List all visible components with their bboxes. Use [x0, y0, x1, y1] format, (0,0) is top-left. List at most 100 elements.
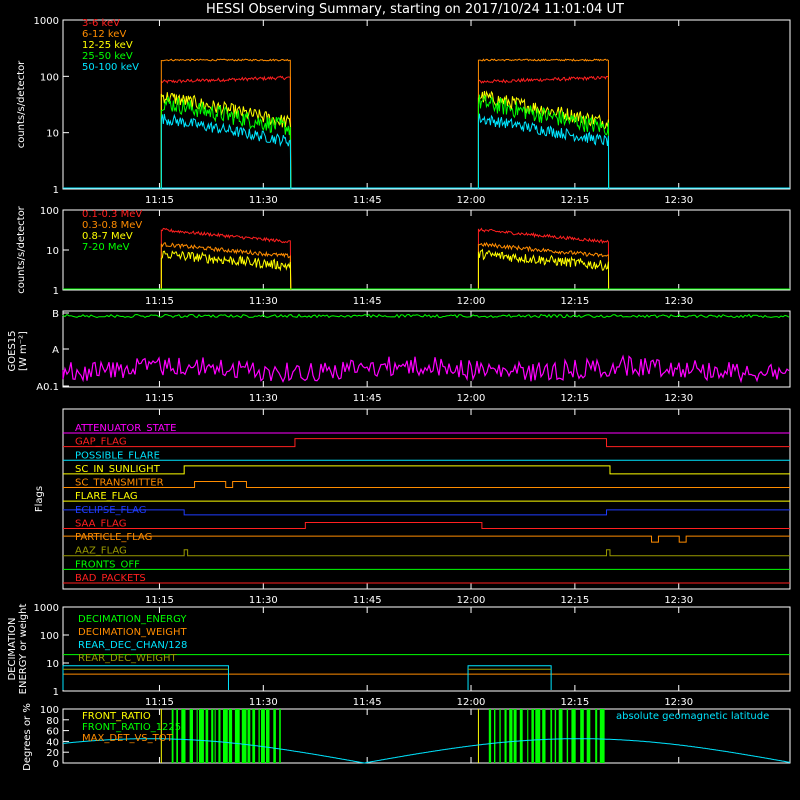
panel-counts-high-x-tick-label: 11:30 — [249, 195, 278, 206]
front-ratio-bar — [228, 709, 233, 763]
front-ratio-bar — [234, 709, 240, 763]
panel-counts-high-x-tick-label: 12:30 — [664, 195, 693, 206]
front-ratio-bar — [558, 709, 563, 763]
front-ratio-bar — [494, 709, 496, 763]
panel-counts-low-y-tick-label: 10 — [46, 246, 59, 257]
panel-counts-low-legend-3: 7-20 MeV — [82, 242, 130, 253]
panel-counts-high-y-tick-label: 100 — [40, 72, 59, 83]
panel-flags-label-2: POSSIBLE_FLARE — [75, 450, 160, 461]
panel-decimation-x-tick-label: 11:15 — [145, 697, 174, 708]
panel-flags-label-5: FLARE_FLAG — [75, 491, 138, 502]
panel-decimation-frame — [62, 606, 791, 692]
front-ratio-bar — [211, 709, 214, 763]
panel-goes-y-tick-label: B — [52, 309, 59, 320]
panel-flags-x-tick-label: 12:00 — [457, 595, 486, 606]
panel-flags-label-8: PARTICLE_FLAG — [75, 532, 152, 543]
panel-flags-frame — [62, 408, 791, 590]
series-line-rear-dec-chan — [62, 665, 552, 690]
front-ratio-bar — [527, 709, 529, 763]
panel-decimation-legend-3: REAR_DEC_WEIGHT — [78, 653, 177, 664]
chart-title: HESSI Observing Summary, starting on 201… — [206, 2, 624, 17]
panel-flags-label-9: AAZ_FLAG — [75, 546, 127, 557]
front-ratio-bar — [279, 709, 281, 763]
front-ratio-bar — [176, 709, 178, 763]
panel-decimation-x-tick-label: 12:30 — [664, 697, 693, 708]
panel-counts-low-x-tick-label: 12:30 — [664, 296, 693, 307]
panel-goes-x-tick-label: 12:00 — [457, 393, 486, 404]
panel-goes-x-tick-label: 12:15 — [560, 393, 589, 404]
panel-decimation-y-tick-label: 10 — [46, 659, 59, 670]
panel-counts-high-y-tick-label: 10 — [46, 129, 59, 140]
panel-counts-high-legend-3: 25-50 keV — [82, 51, 133, 62]
panel-counts-high-legend-0: 3-6 keV — [82, 18, 120, 29]
front-ratio-bar — [535, 709, 541, 763]
panel-goes-x-tick-label: 11:15 — [145, 393, 174, 404]
panel-geo-legend-0: FRONT_RATIO — [82, 711, 151, 722]
front-ratio-bar — [247, 709, 251, 763]
panel-decimation-x-tick-label: 11:45 — [353, 697, 382, 708]
panel-decimation-x-tick-label: 12:00 — [457, 697, 486, 708]
front-ratio-bar — [181, 709, 186, 763]
series-line-25-50-kev — [160, 94, 610, 190]
front-ratio-bar — [586, 709, 591, 763]
panel-geo-y-tick-label: 20 — [46, 748, 59, 759]
series-line-50-100-kev — [160, 113, 610, 190]
panel-counts-low-x-tick-label: 11:15 — [145, 296, 174, 307]
series-line-geomagnetic-latitude — [62, 738, 791, 764]
panel-decimation-x-tick-label: 12:15 — [560, 697, 589, 708]
panel-counts-low-x-tick-label: 11:30 — [249, 296, 278, 307]
series-line-gap-flag — [63, 438, 790, 448]
front-ratio-bar — [199, 709, 204, 763]
front-ratio-bar — [519, 709, 523, 763]
panel-geo-frame — [62, 708, 791, 764]
panel-flags-label-6: ECLIPSE_FLAG — [75, 505, 146, 516]
panel-geo-y-tick-label: 60 — [46, 727, 59, 738]
panel-decimation-y-tick-label: 1 — [53, 687, 59, 698]
panel-decimation-legend-1: DECIMATION_WEIGHT — [78, 627, 187, 638]
panel-decimation-legend-2: REAR_DEC_CHAN/128 — [78, 640, 187, 651]
panel-goes-x-tick-label: 12:30 — [664, 393, 693, 404]
panel-counts-high-ylabel: counts/s/detector — [16, 60, 27, 148]
panel-geo-ylabel: Degrees or % — [22, 703, 33, 771]
panel-flags-x-tick-label: 12:30 — [664, 595, 693, 606]
panel-counts-high-x-tick-label: 11:45 — [353, 195, 382, 206]
front-ratio-bar — [189, 709, 193, 763]
series-line-0-1-0-3-mev — [160, 227, 610, 291]
panel-geo-legend-1: FRONT_RATIO_1225 — [82, 722, 181, 733]
front-ratio-bar — [599, 709, 605, 763]
front-ratio-bars — [171, 709, 605, 763]
series-line-sc-in-sunlight — [63, 465, 790, 475]
panel-counts-low-legend-0: 0.1-0.3 MeV — [82, 209, 142, 220]
panel-goes-yunits: [W m⁻²] — [18, 331, 29, 371]
panel-decimation-ylabel2: ENERGY or weight — [18, 604, 29, 695]
front-ratio-bar — [504, 709, 507, 763]
panel-counts-low-ylabel: counts/s/detector — [16, 205, 27, 293]
front-ratio-bar — [214, 709, 216, 763]
series-line-12-25-kev — [160, 90, 610, 190]
front-ratio-bar — [171, 709, 174, 763]
panel-flags-x-tick-label: 11:15 — [145, 595, 174, 606]
front-ratio-bar — [509, 709, 513, 763]
panel-counts-low-y-tick-label: 1 — [53, 286, 59, 297]
series-line-3-6-kev — [160, 75, 610, 190]
front-ratio-bar — [488, 709, 492, 763]
panel-counts-low-y-tick-label: 100 — [40, 206, 59, 217]
panel-decimation-x-tick-label: 11:30 — [249, 697, 278, 708]
front-ratio-bar — [571, 709, 576, 763]
panel-counts-low-x-tick-label: 12:00 — [457, 296, 486, 307]
panel-geo-y-tick-label: 80 — [46, 716, 59, 727]
panel-counts-high-x-tick-label: 12:15 — [560, 195, 589, 206]
series-line-eclipse-flag — [63, 509, 790, 516]
panel-flags-label-4: SC_TRANSMITTER — [75, 478, 164, 489]
front-ratio-bar — [223, 709, 228, 763]
panel-goes-y-tick-label: A0.1 — [36, 382, 59, 393]
panel-counts-high-y-tick-label: 1000 — [34, 16, 59, 27]
front-ratio-bar — [241, 709, 247, 763]
panel-geo-legend-2: MAX_DET_VS_TOT — [82, 733, 174, 744]
front-ratio-bar — [499, 709, 501, 763]
panel-counts-low-x-tick-label: 12:15 — [560, 296, 589, 307]
panel-flags-label-7: SAA_FLAG — [75, 518, 126, 529]
panel-goes-x-tick-label: 11:30 — [249, 393, 278, 404]
